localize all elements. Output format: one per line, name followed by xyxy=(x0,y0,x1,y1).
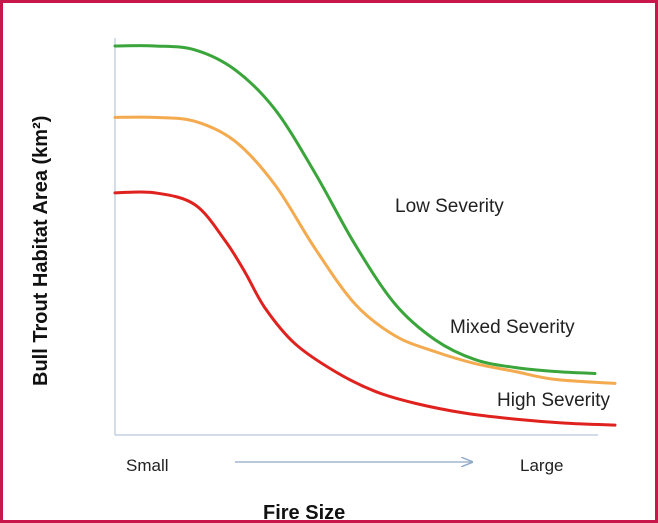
series-layer xyxy=(113,44,617,427)
x-tick-label-large: Large xyxy=(520,456,563,475)
series-label-high-severity: High Severity xyxy=(497,390,610,411)
y-axis-title: Bull Trout Habitat Area (km²) xyxy=(30,116,52,386)
series-label-mixed-severity: Mixed Severity xyxy=(450,317,575,338)
x-axis-title: Fire Size xyxy=(263,502,345,523)
series-line-high-severity xyxy=(113,190,617,427)
series-line-low-severity xyxy=(113,44,597,375)
series-line-mixed-severity xyxy=(113,115,617,385)
x-tick-label-small: Small xyxy=(126,456,169,475)
series-label-low-severity: Low Severity xyxy=(395,196,504,217)
